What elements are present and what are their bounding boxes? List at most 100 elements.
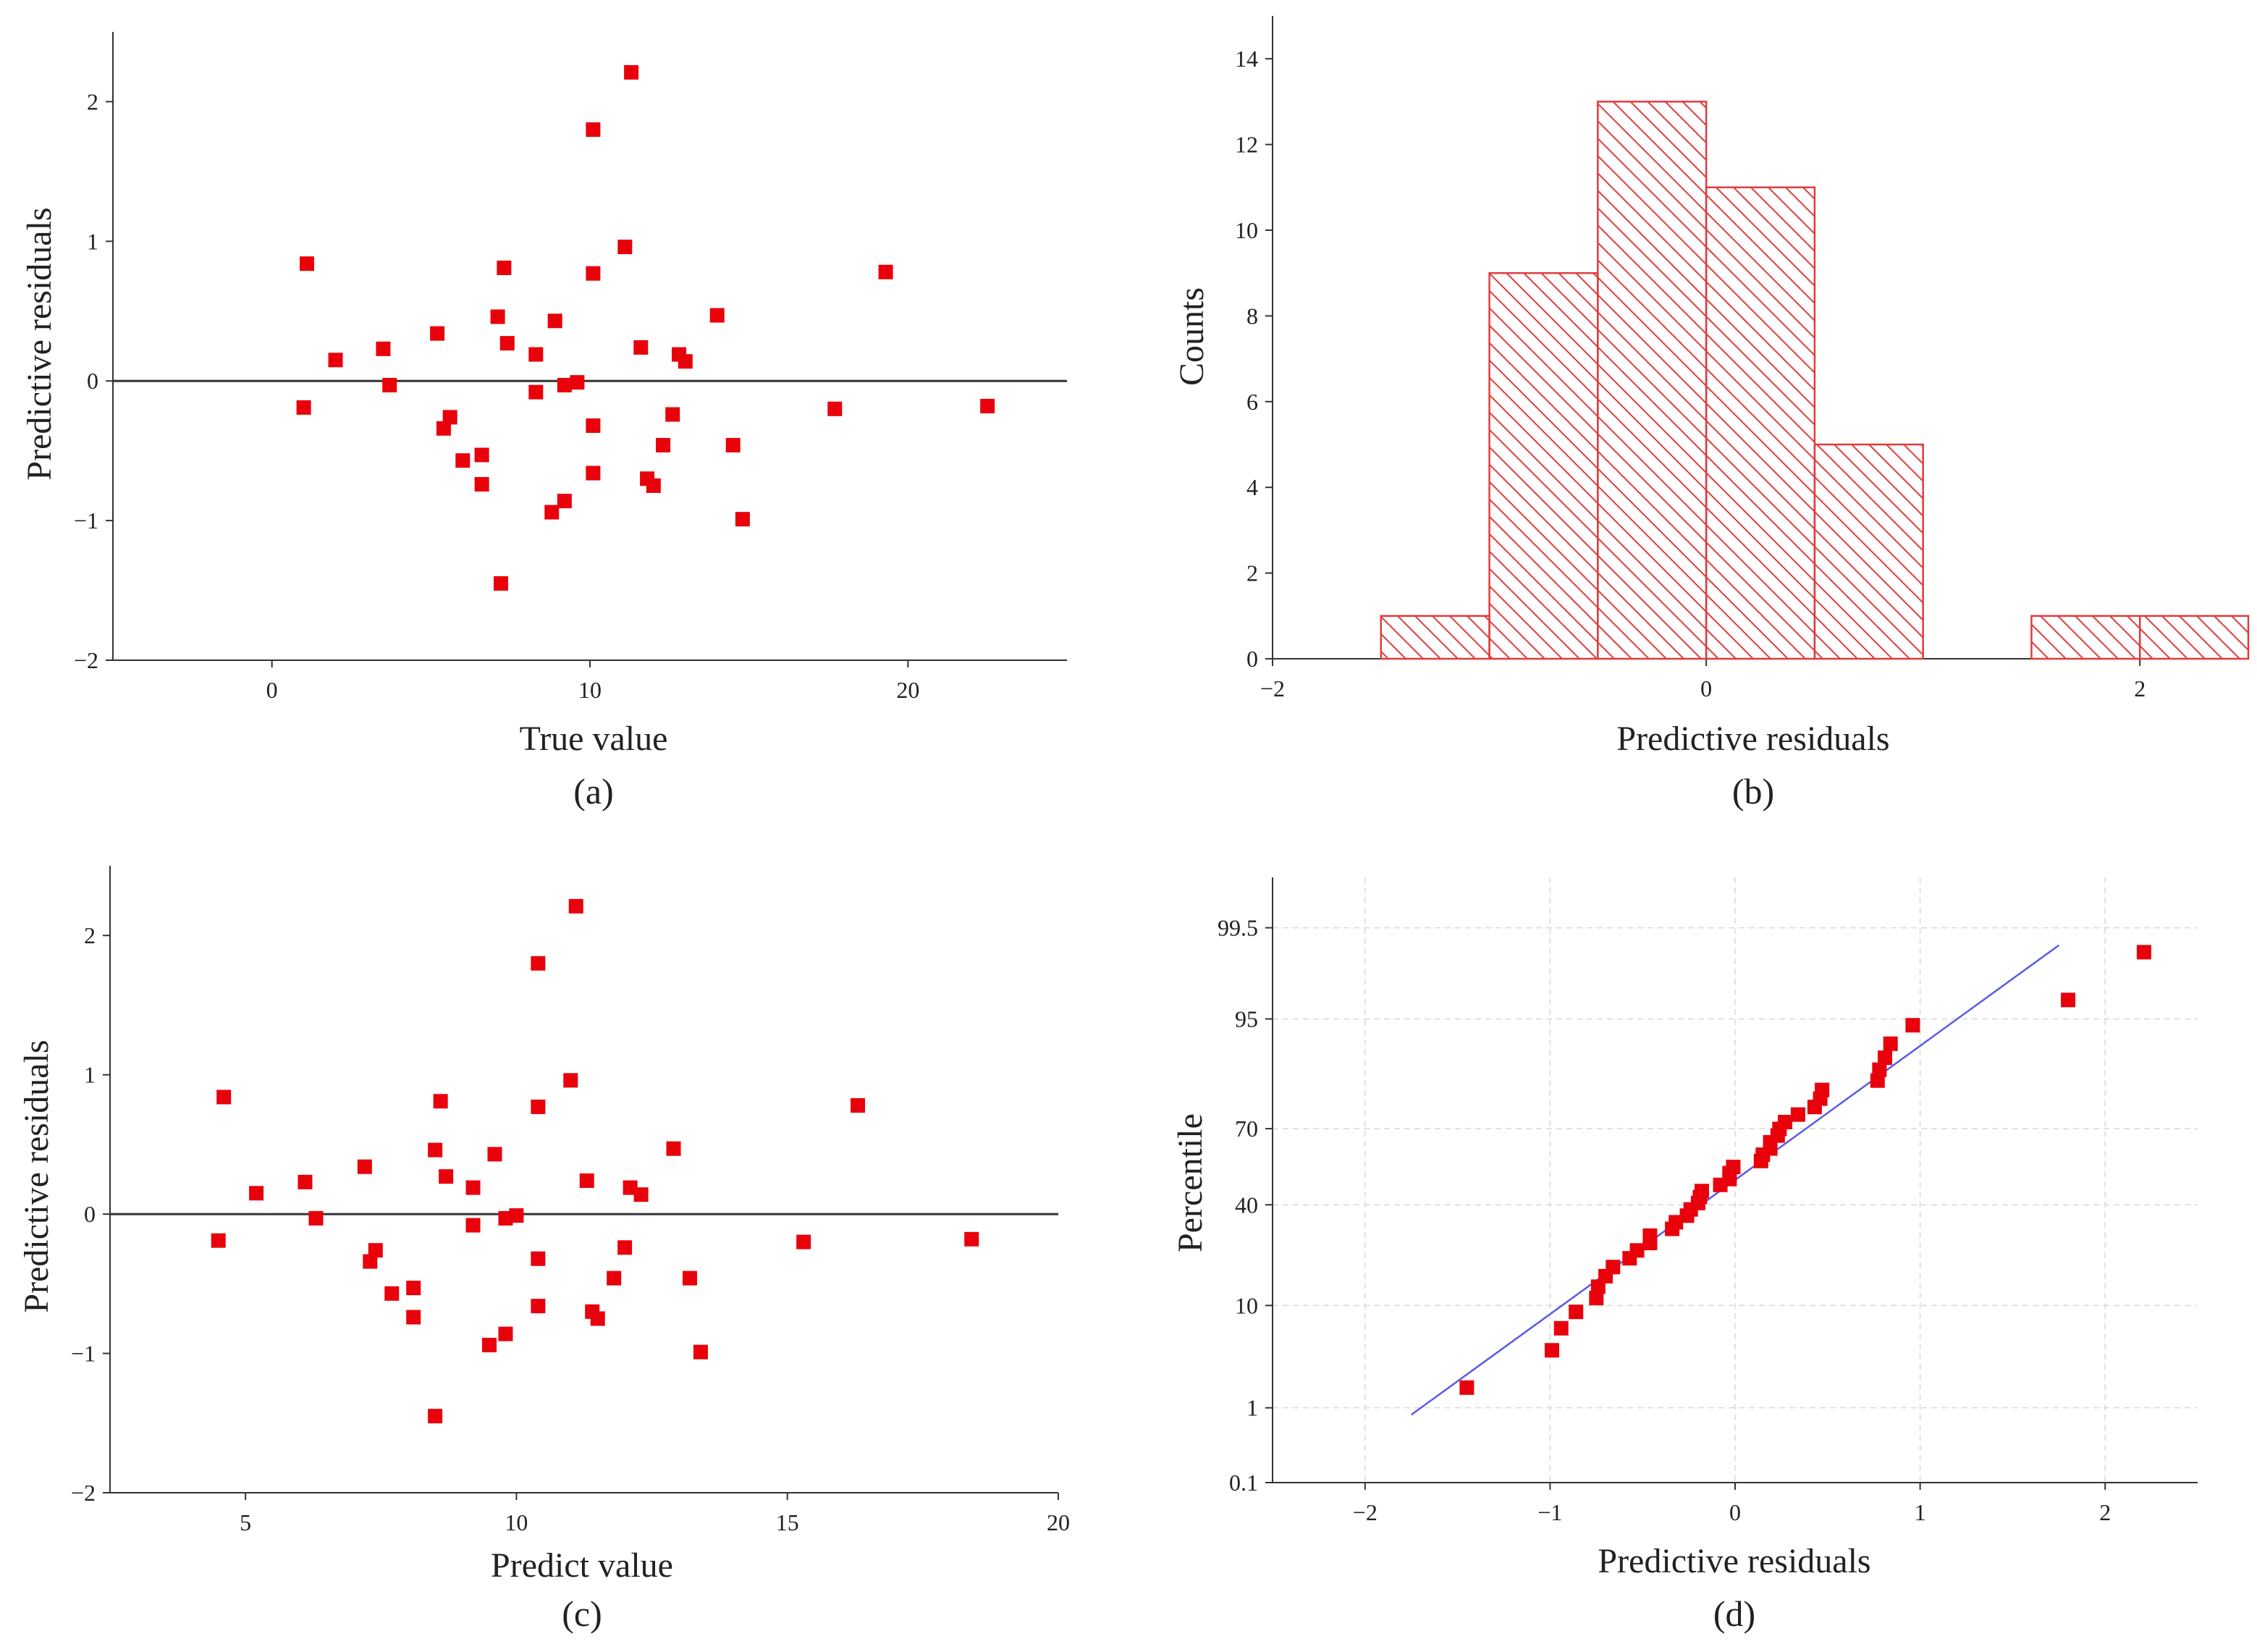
panel-c-data-point [796,1234,811,1249]
panel-d-data-point [1878,1050,1893,1066]
panel-d-data-point [1553,1320,1569,1336]
panel-a-data-point [328,353,343,368]
panel-b-histogram-bar [1488,271,1599,660]
panel-a-ylabel: Predictive residuals [20,207,59,480]
panel-d-ytick-label: 99.5 [1218,915,1258,941]
panel-c-data-point [357,1159,372,1174]
panel-d-data-point [1905,1018,1920,1033]
panel-a-xlabel: True value [520,720,668,758]
panel-a-data-point [586,266,601,281]
panel-c-data-point [579,1173,594,1188]
panel-c-ytick-label: −2 [71,1480,96,1506]
panel-d-data-point [1778,1114,1793,1129]
panel-a-data-point [544,505,560,520]
panel-d-xtick-label: −1 [1537,1499,1562,1525]
panel-b-ytick-label: 2 [1246,560,1258,586]
panel-a-ytick-label: −1 [74,507,98,534]
panel-c-data-point [465,1218,481,1233]
panel-a-ytick-label: −2 [74,647,98,673]
panel-a-data-point [735,512,750,527]
panel-c-ytick-label: 0 [84,1201,96,1227]
panel-c-data-point [216,1090,232,1105]
panel-d-data-point [1872,1062,1887,1077]
panel-d-ytick-label: 40 [1235,1192,1258,1218]
panel-b-ytick-label: 0 [1246,646,1258,672]
panel-a-xtick-label: 0 [266,677,278,703]
panel-a-data-point [497,260,512,275]
panel-c-data-point [617,1240,633,1255]
panel-c-data-point [384,1286,400,1301]
panel-d-data-point [1459,1380,1475,1395]
panel-c-xlabel: Predict value [491,1546,673,1585]
panel-d-xlabel: Predictive residuals [1598,1542,1870,1580]
panel-b-histogram-bar [1380,615,1490,660]
panel-d-xtick-label: −2 [1353,1499,1378,1525]
panel-b-ytick-label: 12 [1235,132,1258,158]
panel-a-data-point [499,336,515,351]
panel-a-data-point [299,256,314,271]
panel-a-data-point [980,398,995,413]
panel-c-data-point [298,1174,313,1189]
panel-d-xtick-label: 2 [2099,1499,2111,1525]
panel-c-data-point [482,1338,497,1353]
panel-a-data-point [296,400,311,415]
panel-a-xtick-label: 10 [578,677,602,703]
panel-d-data-point [1883,1036,1898,1051]
panel-b-histogram-bar [2138,615,2250,660]
panel-d-ytick-label: 95 [1235,1006,1258,1032]
panel-d-xtick-label: 1 [1915,1499,1926,1525]
panel-b-ytick-label: 8 [1246,303,1258,329]
panel-c-data-point [406,1281,421,1296]
panel-d-data-point [1694,1184,1709,1199]
panel-c-data-point [851,1098,866,1113]
panel-c-data-point [428,1142,443,1158]
panel-c-data-point [633,1187,649,1202]
panel-d-ytick-label: 10 [1235,1292,1258,1318]
panel-c-data-point [308,1210,324,1226]
panel-c-data-point [439,1169,454,1184]
panel-c-data-point [563,1073,578,1088]
panel-a-data-point [528,347,544,362]
panel-d-data-point [1726,1159,1741,1174]
panel-c-xtick-label: 20 [1047,1509,1070,1535]
panel-a-data-point [586,418,601,433]
panel-c-data-point [498,1326,513,1341]
panel-a-data-point [382,378,397,393]
panel-c-data-point [693,1344,708,1360]
panel-c-ytick-label: 1 [84,1062,96,1088]
panel-c-data-point [964,1231,979,1247]
panel-c-data-point [211,1233,226,1248]
panel-d-ytick-label: 70 [1235,1116,1258,1142]
panel-b-xtick-label: 0 [1700,675,1712,701]
panel-a-data-point [474,447,489,463]
panel-d-ylabel: Percentile [1171,1113,1210,1252]
panel-b-xtick-label: 2 [2134,675,2146,701]
panel-a-data-point [490,309,505,324]
panel-d-ytick-label: 0.1 [1229,1470,1258,1496]
panel-d-ytick-label: 1 [1246,1395,1258,1421]
panel-a-data-point [547,313,562,329]
panel-c-data-point [428,1409,443,1424]
panel-c-data-point [363,1254,378,1269]
panel-b-ytick-label: 14 [1235,46,1258,72]
panel-a-data-point [624,64,639,80]
panel-c-data-point [406,1310,421,1325]
panel-d-data-point [1870,1073,1885,1088]
panel-c-data-point [666,1141,681,1156]
panel-d-data-point [1642,1228,1658,1243]
panel-c-data-point [249,1186,264,1201]
panel-a-data-point [665,407,680,422]
panel-b-ytick-label: 10 [1235,217,1258,243]
panel-c-ytick-label: 2 [84,922,96,948]
panel-d-data-point [1629,1243,1645,1258]
panel-a-data-point [442,410,457,425]
panel-a-data-point [633,340,649,355]
panel-a-data-point [656,437,671,452]
panel-c-data-point [465,1180,481,1195]
panel-d-data-point [1544,1343,1559,1358]
panel-b-histogram: Predictive residuals Counts (b) −2 0 20246… [1173,16,2250,812]
panel-d-data-point [1815,1082,1830,1097]
panel-c-data-point [531,956,546,971]
panel-d-data-point [2136,945,2151,960]
